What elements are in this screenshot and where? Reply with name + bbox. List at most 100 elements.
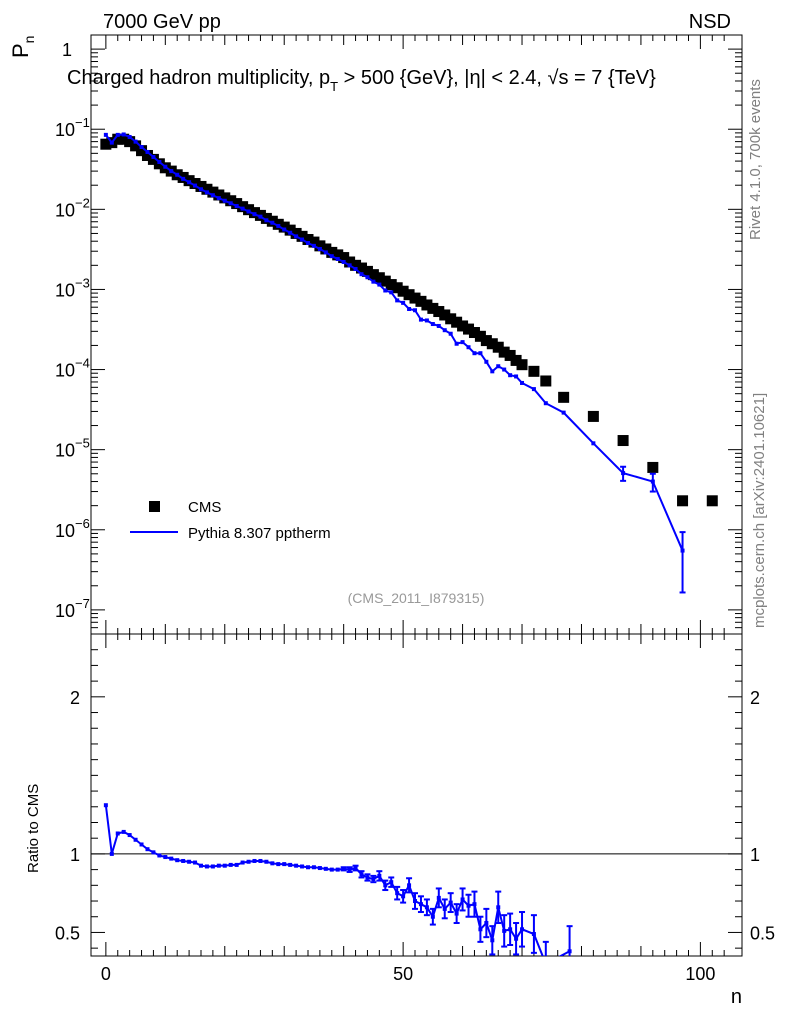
cms-data-point: [147, 153, 159, 165]
pythia-point: [317, 246, 322, 251]
pythia-point: [466, 345, 471, 350]
pythia-point: [436, 323, 441, 328]
ratio-point: [151, 850, 156, 855]
pythia-point: [282, 227, 287, 232]
pythia-point: [502, 367, 507, 372]
ratio-point: [181, 858, 186, 863]
cms-data-point: [587, 410, 599, 422]
ratio-point: [228, 862, 233, 867]
ratio-point: [204, 864, 209, 869]
cms-data-point: [516, 359, 528, 371]
ratio-y-tick-label-right: 0.5: [750, 923, 775, 943]
cms-data-point: [100, 138, 112, 150]
pythia-point: [531, 387, 536, 392]
plot-title: Charged hadron multiplicity, pT > 500 {G…: [67, 67, 656, 94]
pythia-point: [323, 250, 328, 255]
pythia-point: [133, 139, 138, 144]
cms-data-point: [421, 299, 433, 311]
cms-data-point: [486, 338, 498, 350]
pythia-point: [139, 144, 144, 149]
pythia-point: [490, 369, 495, 374]
pythia-point: [145, 149, 150, 154]
cms-data-point: [225, 195, 237, 207]
cms-data-point: [207, 186, 219, 198]
cms-data-point: [290, 227, 302, 239]
ratio-point: [169, 856, 174, 861]
ratio-point: [216, 863, 221, 868]
pythia-point: [103, 132, 108, 137]
pythia-point: [442, 328, 447, 333]
cms-data-point: [385, 279, 397, 291]
mcplots-label: mcplots.cern.ch [arXiv:2401.10621]: [751, 393, 768, 628]
ratio-point: [175, 858, 180, 863]
main-plot-frame: [90, 34, 743, 635]
pythia-point: [508, 373, 513, 378]
cms-data-point: [320, 243, 332, 255]
pythia-point: [347, 263, 352, 268]
y-tick-label: 10−2: [55, 195, 90, 220]
cms-data-point: [314, 240, 326, 252]
pythia-point: [246, 209, 251, 214]
legend: CMS Pythia 8.307 pptherm: [130, 499, 331, 542]
ratio-point: [115, 831, 120, 836]
pythia-point: [157, 159, 162, 164]
pythia-point: [353, 266, 358, 271]
pythia-point: [359, 272, 364, 277]
ratio-axis-ticks: 0.5 0.5 1 1 2 2 0 50 100: [55, 634, 775, 984]
pythia-line: [105, 133, 684, 551]
pythia-point: [276, 223, 281, 228]
ratio-point: [323, 866, 328, 871]
ratio-point: [270, 861, 275, 866]
pythia-point: [413, 308, 418, 313]
cms-data-point: [130, 140, 142, 152]
cms-data-point: [356, 262, 368, 274]
cms-data-point: [463, 323, 475, 335]
ratio-plot-data: [103, 803, 573, 956]
y-tick-label: 10−3: [55, 275, 90, 300]
cms-data-point: [189, 178, 201, 190]
pythia-point: [109, 140, 114, 145]
cms-data-point: [112, 133, 124, 145]
cms-data-point: [302, 234, 314, 246]
ratio-y-tick-label: 2: [70, 688, 80, 708]
ratio-point: [294, 863, 299, 868]
cms-data-point: [445, 313, 457, 325]
cms-data-point: [439, 309, 451, 321]
ratio-point: [210, 864, 215, 869]
cms-data-point: [361, 265, 373, 277]
pythia-point: [234, 204, 239, 209]
pythia-point: [216, 196, 221, 201]
cms-data-point: [558, 391, 570, 403]
ratio-point: [300, 864, 305, 869]
pythia-point: [430, 322, 435, 327]
cms-data-point: [492, 341, 504, 353]
legend-label-pythia: Pythia 8.307 pptherm: [188, 525, 331, 542]
cms-data-point: [706, 495, 718, 507]
cms-data-point: [296, 230, 308, 242]
pythia-point: [115, 132, 120, 137]
main-axis-ticks: 10−7 10−6 10−5 10−4 10−3 10−2 10−1 1: [55, 35, 742, 635]
ratio-point: [282, 862, 287, 867]
cms-data-point: [504, 349, 516, 361]
pythia-point: [163, 164, 168, 169]
x-tick-label: 50: [393, 964, 413, 984]
pythia-point: [288, 230, 293, 235]
pythia-point: [300, 237, 305, 242]
y-tick-label: 1: [62, 40, 72, 60]
cms-data-point: [391, 282, 403, 294]
y-tick-label: 10−5: [55, 436, 90, 461]
pythia-point: [121, 132, 126, 137]
cms-data-point: [468, 327, 480, 339]
pythia-point: [514, 374, 519, 379]
cms-data-point: [201, 183, 213, 195]
pythia-point: [204, 190, 209, 195]
pythia-point: [591, 441, 596, 446]
cms-data-point: [409, 292, 421, 304]
ratio-series: [103, 803, 573, 956]
ratio-point: [329, 867, 334, 872]
y-tick-label: 10−6: [55, 516, 90, 541]
analysis-id-label: (CMS_2011_I879315): [348, 590, 485, 606]
cms-data-point: [231, 198, 243, 210]
pythia-point: [329, 254, 334, 259]
